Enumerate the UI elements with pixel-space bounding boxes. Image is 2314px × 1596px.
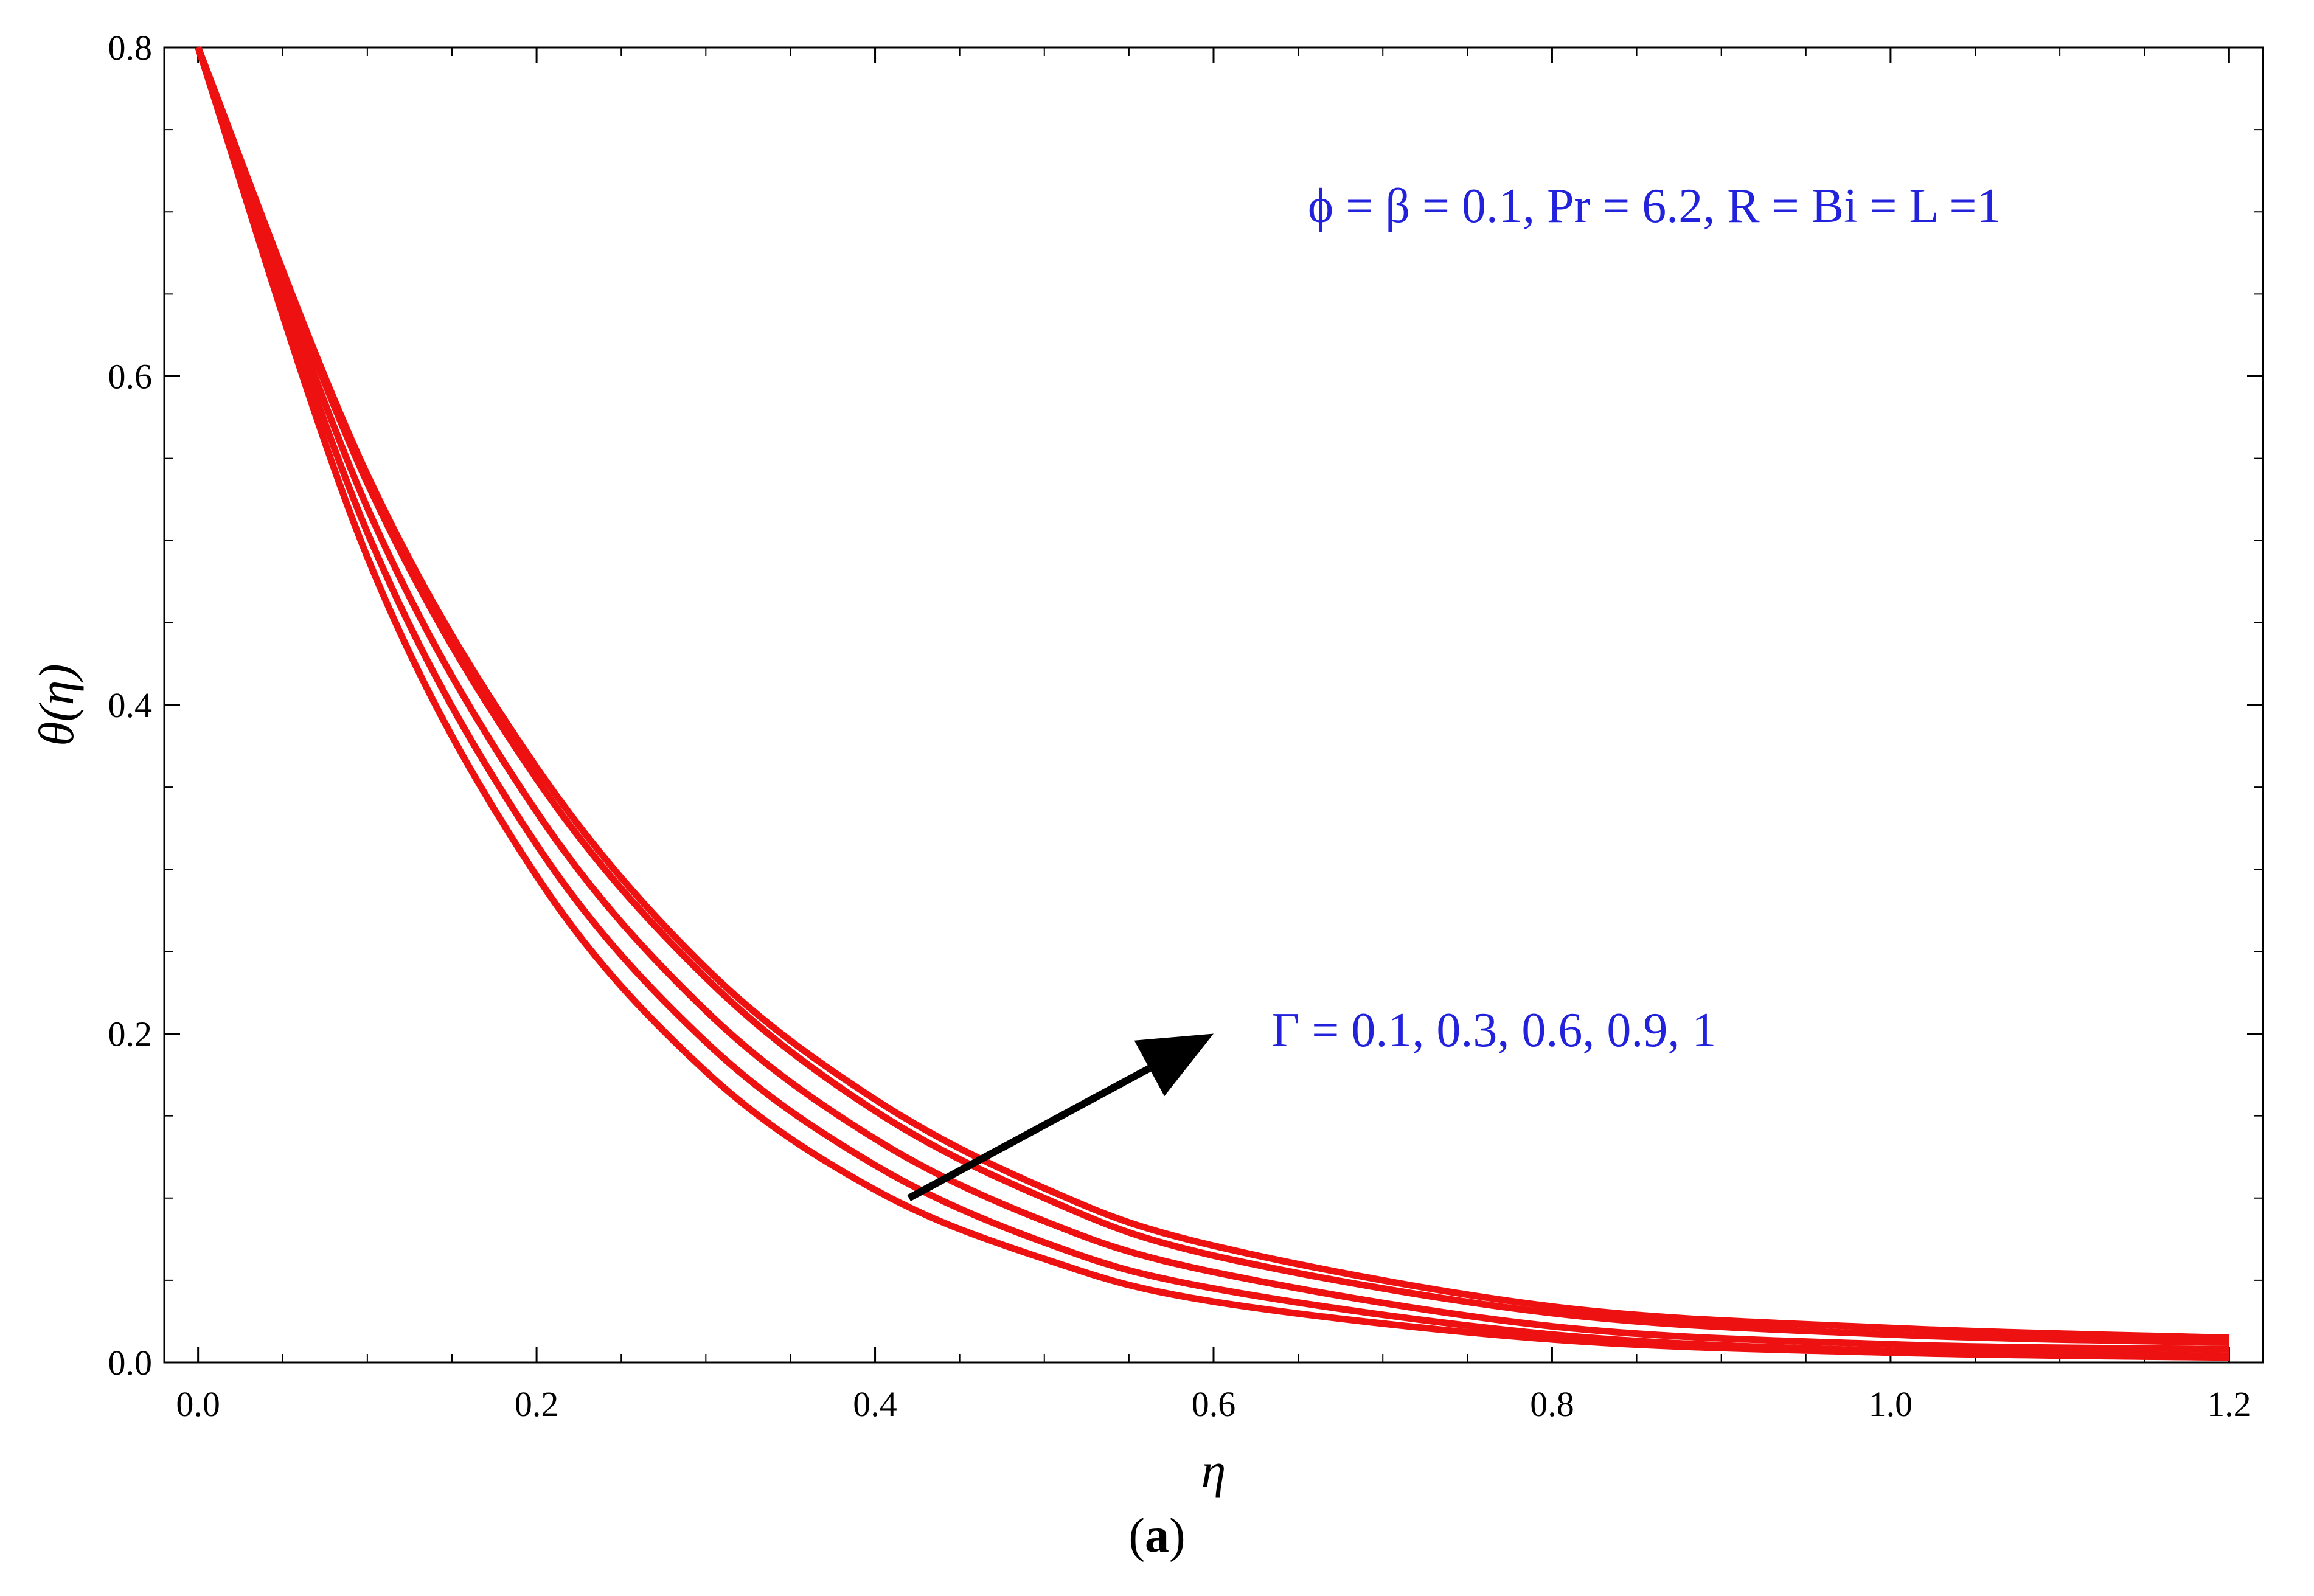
x-tick-label: 0.8: [1530, 1384, 1574, 1424]
x-tick-label: 0.6: [1192, 1384, 1236, 1424]
plot-frame: [163, 46, 2264, 1364]
x-tick-label: 0.4: [853, 1384, 897, 1424]
parameter-annotation: ϕ = β = 0.1, Pr = 6.2, R = Bi = L =1: [1308, 179, 2001, 233]
y-axis-label: θ(η): [29, 664, 84, 746]
y-tick-label: 0.6: [108, 357, 153, 397]
figure-caption: (a): [1128, 1509, 1186, 1563]
x-tick-label: 1.0: [1869, 1384, 1913, 1424]
x-tick-label: 0.0: [176, 1384, 220, 1424]
y-tick-label: 0.2: [108, 1015, 153, 1054]
series-line-1: [195, 46, 2229, 1361]
y-tick-label: 0.4: [108, 685, 153, 725]
series-line-2: [195, 46, 2229, 1359]
tick-labels: 0.0 0.2 0.4 0.6 0.8 1.0 1.2 0.0 0.2 0.4 0.6 0.8: [108, 28, 2251, 1424]
x-axis-label: η: [1201, 1443, 1226, 1498]
caption-letter: a: [1145, 1509, 1169, 1563]
series-line-5: [195, 46, 2229, 1341]
x-tick-label: 0.2: [515, 1384, 559, 1424]
arrow-shaft: [907, 1065, 1152, 1202]
x-tick-label: 1.2: [2207, 1384, 2251, 1424]
y-tick-label: 0.8: [108, 28, 153, 68]
gamma-annotation: Γ = 0.1, 0.3, 0.6, 0.9, 1: [1271, 1004, 1716, 1057]
series-line-4: [195, 46, 2229, 1347]
arrow-head: [1134, 1033, 1214, 1097]
y-tick-label: 0.0: [108, 1343, 153, 1383]
direction-arrow: [907, 1033, 1214, 1202]
series-line-3: [195, 46, 2229, 1353]
axis-ticks: [164, 46, 2263, 1364]
series-lines: [195, 46, 2229, 1361]
